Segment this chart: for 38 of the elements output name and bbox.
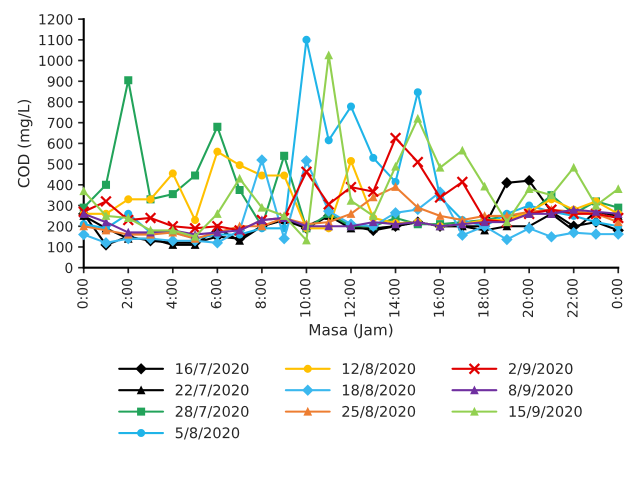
legend-label: 8/9/2020 [508, 384, 572, 397]
legend-label: 16/7/2020 [176, 363, 248, 376]
legend-label: 5/8/2020 [176, 427, 240, 440]
x-tick-label: 14:00 [389, 279, 400, 317]
legend-label: 28/7/2020 [176, 406, 248, 418]
x-tick-label: 22:00 [567, 279, 578, 318]
legend-label: 22/7/2020 [176, 384, 248, 397]
x-tick-label: 16:00 [434, 279, 444, 317]
y-tick-label: 600 [48, 138, 72, 149]
y-axis-title: COD (mg/L) [18, 100, 32, 188]
y-tick-label: 0 [65, 262, 72, 274]
legend-label: 15/9/2020 [510, 406, 582, 418]
y-tick-label: 1100 [39, 34, 72, 46]
y-tick-label: 200 [48, 221, 72, 232]
y-tick-label: 900 [48, 76, 72, 87]
y-tick-label: 100 [48, 242, 72, 252]
y-tick-label: 800 [48, 96, 72, 108]
y-tick-label: 500 [48, 159, 72, 170]
x-tick-label: 0:00 [77, 279, 88, 308]
x-tick-label: 18:00 [478, 279, 489, 317]
legend-label: 2/9/2020 [509, 363, 572, 376]
legend-label: 25/8/2020 [342, 406, 416, 418]
x-tick-label: 12:00 [344, 279, 356, 317]
x-tick-label: 4:00 [166, 279, 177, 309]
y-tick-label: 300 [48, 200, 72, 212]
x-tick-label: 6:00 [210, 279, 222, 308]
x-axis-title: Masa (Jam) [310, 324, 392, 338]
x-tick-label: 8:00 [255, 279, 266, 308]
y-tick-label: 1200 [39, 14, 72, 25]
x-tick-label: 0:00 [612, 279, 622, 308]
x-tick-label: 20:00 [522, 279, 534, 318]
y-tick-label: 1000 [39, 56, 72, 66]
x-tick-label: 10:00 [300, 279, 310, 317]
x-tick-label: 2:00 [122, 279, 132, 308]
legend-label: 12/8/2020 [342, 363, 416, 376]
legend-label: 18/8/2020 [342, 384, 416, 397]
y-tick-label: 700 [48, 118, 72, 128]
y-tick-label: 400 [47, 180, 72, 190]
